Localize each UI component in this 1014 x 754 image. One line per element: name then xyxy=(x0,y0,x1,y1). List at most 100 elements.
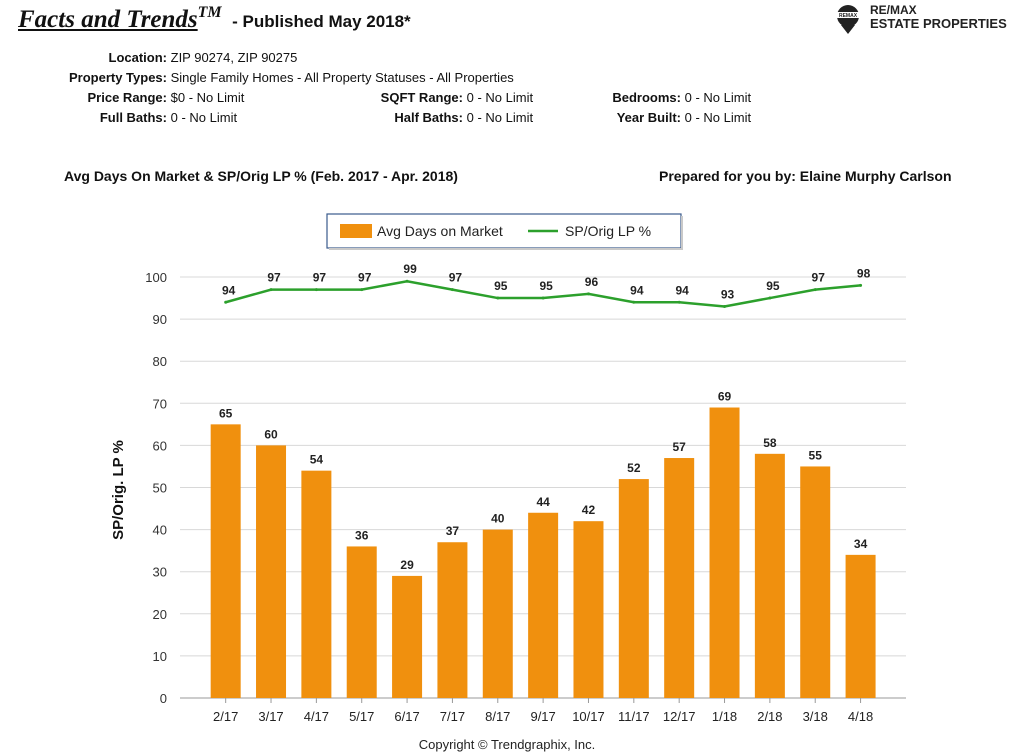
bar-value-label: 42 xyxy=(582,503,596,517)
full-baths-value: 0 - No Limit xyxy=(170,110,238,125)
x-tick-label: 10/17 xyxy=(572,709,605,724)
line-point xyxy=(314,288,318,292)
x-tick-label: 9/17 xyxy=(530,709,555,724)
bar xyxy=(845,554,876,698)
x-tick-label: 2/17 xyxy=(213,709,238,724)
bar xyxy=(392,575,423,698)
chart-heading: Avg Days On Market & SP/Orig LP % (Feb. … xyxy=(64,168,458,184)
bar xyxy=(437,542,468,698)
bar-value-label: 65 xyxy=(219,406,233,420)
x-tick-label: 11/17 xyxy=(618,709,650,724)
criteria-col-1: Location: ZIP 90274, ZIP 90275 Property … xyxy=(0,48,514,128)
bar-value-label: 37 xyxy=(446,524,460,538)
property-types-label: Property Types: xyxy=(68,70,167,85)
x-tick-label: 5/17 xyxy=(349,709,374,724)
balloon-logo-text: REMAX xyxy=(839,13,858,19)
line-point xyxy=(768,296,772,300)
year-built-label: Year Built: xyxy=(616,110,681,125)
line-value-label: 95 xyxy=(494,279,508,293)
bar-value-label: 44 xyxy=(536,495,550,509)
sqft-range-label: SQFT Range: xyxy=(380,90,463,105)
chart: 0 10 20 30 40 50 60 70 80 90 100 SP/Orig. LP % 65 2/1… xyxy=(110,213,906,724)
line-value-label: 97 xyxy=(812,271,826,285)
x-tick-label: 7/17 xyxy=(440,709,465,724)
line-point xyxy=(405,279,409,283)
report-title: Facts and TrendsTM - Published May 2018* xyxy=(18,4,411,34)
bar-value-label: 69 xyxy=(718,390,732,404)
x-tick-label: 4/18 xyxy=(848,709,873,724)
y-tick-label: 80 xyxy=(153,354,167,369)
bar-value-label: 58 xyxy=(763,436,777,450)
y-tick-label: 20 xyxy=(153,607,167,622)
bar xyxy=(573,521,604,698)
bedrooms-label: Bedrooms: xyxy=(612,90,681,105)
legend-label-bars: Avg Days on Market xyxy=(377,223,503,239)
y-tick-label: 50 xyxy=(153,481,167,496)
line-value-label: 98 xyxy=(857,266,871,280)
location-value: ZIP 90274, ZIP 90275 xyxy=(170,50,298,65)
y-tick-label: 70 xyxy=(153,396,167,411)
line-value-label: 96 xyxy=(585,275,599,289)
location-label: Location: xyxy=(108,50,168,65)
bar-value-label: 29 xyxy=(400,558,414,572)
line-point xyxy=(541,296,545,300)
line-value-label: 97 xyxy=(313,271,327,285)
line-value-label: 94 xyxy=(222,283,236,297)
line-point xyxy=(360,288,364,292)
y-tick-label: 30 xyxy=(153,565,167,580)
brand-line-1: RE/MAX xyxy=(870,3,917,17)
line-point xyxy=(269,288,273,292)
y-tick-label: 10 xyxy=(153,649,167,664)
brand-logo: REMAX RE/MAX ESTATE PROPERTIES xyxy=(832,4,1007,36)
x-tick-label: 12/17 xyxy=(663,709,696,724)
line-point xyxy=(813,288,817,292)
x-tick-label: 3/17 xyxy=(258,709,283,724)
property-types-value: Single Family Homes - All Property Statu… xyxy=(170,70,514,85)
full-baths-label: Full Baths: xyxy=(99,110,167,125)
line-point xyxy=(224,300,228,304)
bar xyxy=(482,529,513,698)
year-built-value: 0 - No Limit xyxy=(684,110,752,125)
line-value-label: 97 xyxy=(449,271,463,285)
bar-value-label: 40 xyxy=(491,512,505,526)
line-value-label: 94 xyxy=(675,283,689,297)
x-tick-label: 3/18 xyxy=(803,709,828,724)
bar xyxy=(754,453,785,698)
title-subtitle: - Published May 2018* xyxy=(232,12,411,31)
line-value-label: 99 xyxy=(403,262,417,276)
line-value-label: 97 xyxy=(358,271,372,285)
line-point xyxy=(586,292,590,296)
line-point xyxy=(450,288,454,292)
bar-value-label: 54 xyxy=(310,453,324,467)
bar xyxy=(210,424,241,698)
line-point xyxy=(723,304,727,308)
x-tick-label: 8/17 xyxy=(485,709,510,724)
bedrooms-value: 0 - No Limit xyxy=(684,90,752,105)
bar-value-label: 57 xyxy=(672,440,686,454)
price-range-value: $0 - No Limit xyxy=(170,90,245,105)
half-baths-label: Half Baths: xyxy=(394,110,463,125)
bar xyxy=(528,512,559,698)
criteria-col-2: SQFT Range: 0 - No Limit Half Baths: 0 -… xyxy=(300,88,533,128)
y-tick-label: 0 xyxy=(160,691,167,706)
x-tick-label: 1/18 xyxy=(712,709,737,724)
copyright: Copyright © Trendgraphix, Inc. xyxy=(418,737,596,752)
prepared-by: Prepared for you by: Elaine Murphy Carls… xyxy=(659,168,952,184)
legend-box xyxy=(326,213,682,249)
bar-value-label: 36 xyxy=(355,528,369,542)
line-point xyxy=(632,300,636,304)
bar xyxy=(618,479,649,698)
bar xyxy=(709,407,740,698)
sqft-range-value: 0 - No Limit xyxy=(466,90,534,105)
price-range-label: Price Range: xyxy=(87,90,167,105)
line-value-label: 95 xyxy=(539,279,553,293)
brand-line-2: ESTATE PROPERTIES xyxy=(870,16,1007,31)
x-tick-label: 4/17 xyxy=(304,709,329,724)
line-point xyxy=(677,300,681,304)
bar-value-label: 60 xyxy=(264,427,278,441)
line-value-label: 94 xyxy=(630,283,644,297)
line-point xyxy=(496,296,500,300)
bar-value-label: 52 xyxy=(627,461,641,475)
bar xyxy=(800,466,831,698)
half-baths-value: 0 - No Limit xyxy=(466,110,534,125)
